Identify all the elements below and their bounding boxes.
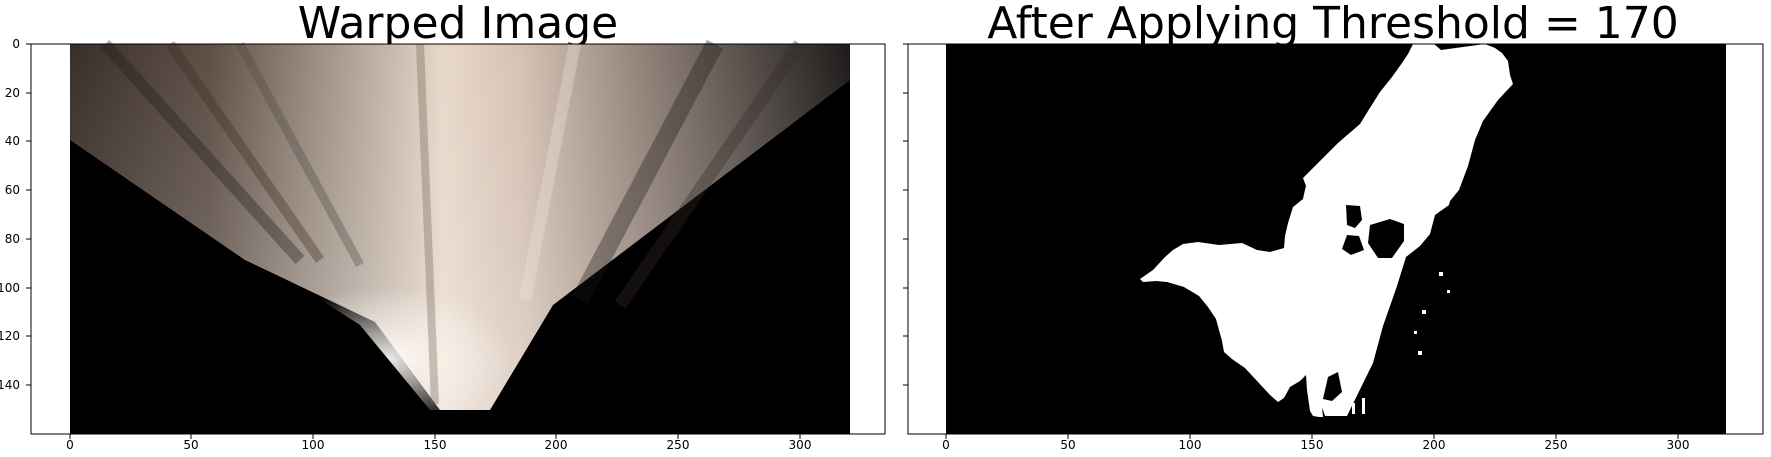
warped-ytick-label-120: 120 <box>0 329 20 343</box>
warped-xtick-200: 200 <box>545 434 568 452</box>
warped-xtick-150: 150 <box>424 434 447 452</box>
threshold-image <box>907 43 1764 435</box>
warped-panel: Warped Image <box>0 0 886 452</box>
warped-ytick-140: 140 <box>0 378 31 392</box>
threshold-xtick-label-200: 200 <box>1423 438 1446 452</box>
warped-ytick-0: 0 <box>12 37 31 51</box>
threshold-xtick-250: 250 <box>1545 434 1568 452</box>
threshold-xtick-label-100: 100 <box>1179 438 1202 452</box>
threshold-y-axis-ticks <box>903 43 908 386</box>
warped-xtick-0: 0 <box>66 434 74 452</box>
threshold-xtick-label-300: 300 <box>1667 438 1690 452</box>
threshold-xtick-label-50: 50 <box>1060 438 1075 452</box>
warped-xtick-50: 50 <box>183 434 199 452</box>
threshold-x-axis: 0 50 100 150 200 250 <box>942 434 1689 452</box>
threshold-panel-title: After Applying Threshold = 170 <box>987 0 1679 49</box>
threshold-black-holes <box>1282 176 1404 401</box>
warped-ytick-100: 100 <box>0 281 31 295</box>
warped-ytick-label-20: 20 <box>5 86 20 100</box>
threshold-right-white-border <box>1726 44 1763 434</box>
warped-bright-patch <box>235 205 590 410</box>
warped-ytick-60: 60 <box>5 183 31 197</box>
warped-xtick-label-100: 100 <box>302 438 325 452</box>
warped-xtick-100: 100 <box>302 434 325 452</box>
warped-ytick-label-40: 40 <box>5 134 20 148</box>
warped-left-white-border <box>31 44 70 434</box>
warped-xtick-label-300: 300 <box>789 438 812 452</box>
threshold-xtick-150: 150 <box>1301 434 1324 452</box>
warped-ytick-label-140: 140 <box>0 378 20 392</box>
threshold-xtick-0: 0 <box>942 434 950 452</box>
warped-ytick-80: 80 <box>5 232 31 246</box>
warped-xtick-label-0: 0 <box>66 438 74 452</box>
warped-y-axis: 0 20 40 60 80 100 <box>0 37 31 392</box>
warped-ytick-20: 20 <box>5 86 31 100</box>
threshold-noise-dots <box>1352 272 1450 414</box>
warped-ytick-label-60: 60 <box>5 183 20 197</box>
threshold-panel: After Applying Threshold = 170 <box>903 0 1764 452</box>
warped-xtick-label-150: 150 <box>424 438 447 452</box>
warped-xtick-300: 300 <box>789 434 812 452</box>
warped-ytick-40: 40 <box>5 134 31 148</box>
threshold-xtick-label-0: 0 <box>942 438 950 452</box>
threshold-xtick-300: 300 <box>1667 434 1690 452</box>
warped-xtick-label-50: 50 <box>183 438 198 452</box>
warped-xtick-label-250: 250 <box>667 438 690 452</box>
warped-right-white-border <box>850 44 885 434</box>
warped-ytick-label-0: 0 <box>12 37 20 51</box>
warped-panel-title: Warped Image <box>298 0 618 49</box>
threshold-xtick-label-150: 150 <box>1301 438 1324 452</box>
warped-ytick-label-80: 80 <box>5 232 20 246</box>
warped-ytick-label-100: 100 <box>0 281 20 295</box>
threshold-xtick-50: 50 <box>1060 434 1076 452</box>
warped-image <box>30 39 886 435</box>
threshold-xtick-100: 100 <box>1179 434 1202 452</box>
warped-xtick-250: 250 <box>667 434 690 452</box>
warped-xtick-label-200: 200 <box>545 438 568 452</box>
threshold-xtick-200: 200 <box>1423 434 1446 452</box>
warped-streaks <box>100 39 806 405</box>
threshold-xtick-label-250: 250 <box>1545 438 1568 452</box>
warped-x-axis: 0 50 100 150 200 250 <box>66 434 811 452</box>
threshold-left-white-border <box>908 44 946 434</box>
warped-ytick-120: 120 <box>0 329 31 343</box>
threshold-white-region <box>1140 44 1513 417</box>
